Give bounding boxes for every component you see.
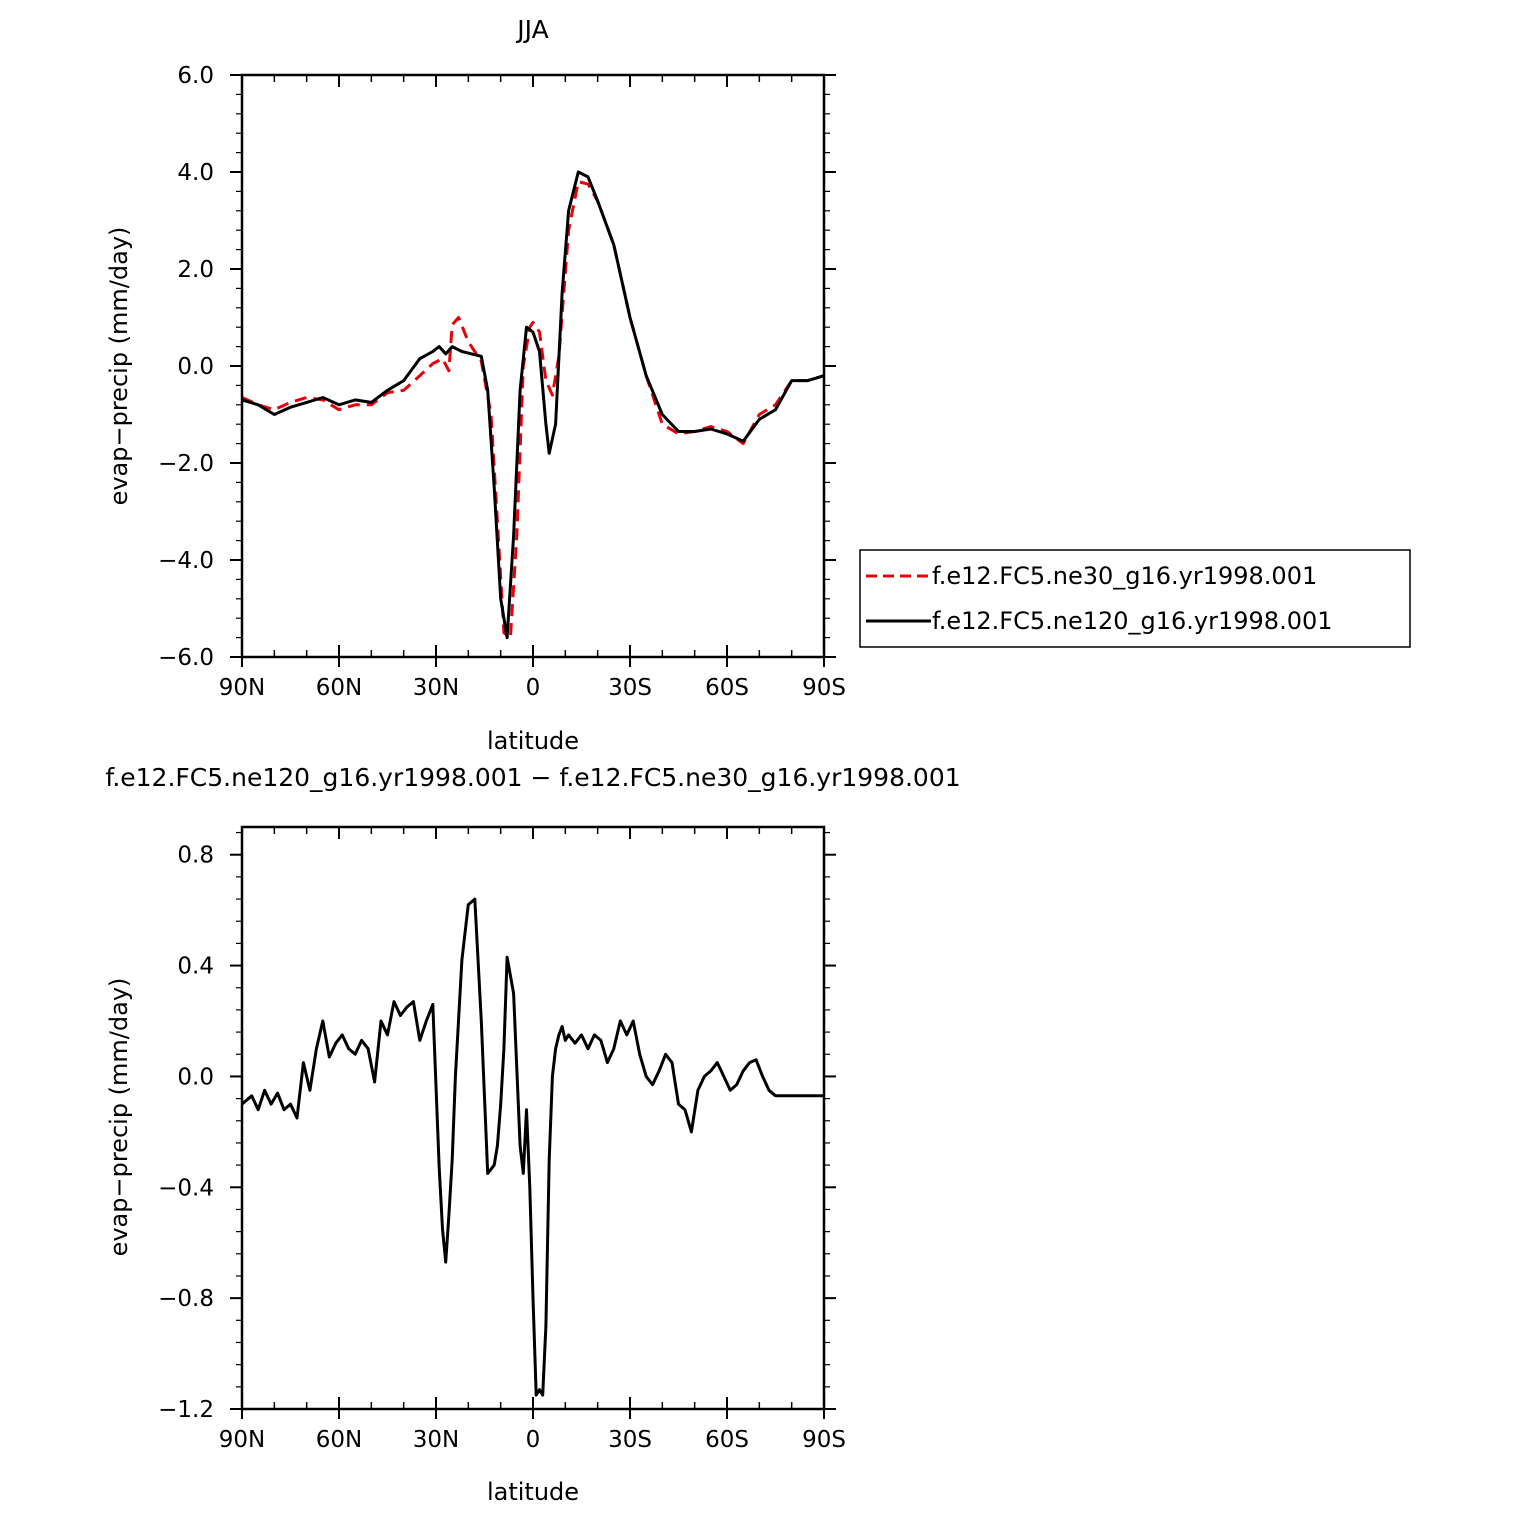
top-plot-frame xyxy=(240,73,826,659)
top-x-tick-label: 60S xyxy=(705,675,749,701)
top-x-tick-label: 90N xyxy=(219,675,265,701)
legend-label-ne30: f.e12.FC5.ne30_g16.yr1998.001 xyxy=(932,562,1317,590)
top-y-axis-label: evap−precip (mm/day) xyxy=(105,227,133,506)
bottom-series-line-0 xyxy=(241,897,824,1397)
top-chart-title: JJA xyxy=(515,15,548,44)
top-x-tick-label: 90S xyxy=(802,675,846,701)
bottom-chart-title: f.e12.FC5.ne120_g16.yr1998.001 − f.e12.F… xyxy=(105,763,960,792)
bottom-x-tick-label: 60N xyxy=(316,1427,362,1453)
bottom-panel: f.e12.FC5.ne120_g16.yr1998.001 − f.e12.F… xyxy=(105,763,961,1506)
top-series-line-0 xyxy=(241,180,825,640)
bottom-x-tick-label: 30S xyxy=(608,1427,652,1453)
bottom-y-tick-label: −1.2 xyxy=(158,1397,214,1423)
bottom-y-tick-label: −0.4 xyxy=(158,1175,214,1201)
bottom-y-tick-label: −0.8 xyxy=(158,1286,214,1312)
top-y-tick-label: 4.0 xyxy=(177,160,214,186)
top-x-tick-label: 30S xyxy=(608,675,652,701)
top-y-tick-label: 0.0 xyxy=(177,354,214,380)
top-ticks: 90N 60N 30N 0 30S 60S 90S 6.0 4.0 2.0 0.0 −2.0 −4.0 −… xyxy=(158,63,846,701)
top-x-tick-label: 30N xyxy=(413,675,459,701)
bottom-x-tick-label: 60S xyxy=(705,1427,749,1453)
top-y-tick-label: −4.0 xyxy=(158,548,214,574)
bottom-x-axis-label: latitude xyxy=(487,1478,579,1506)
top-x-tick-label: 0 xyxy=(526,675,541,701)
bottom-x-tick-label: 90S xyxy=(802,1427,846,1453)
bottom-x-tick-label: 0 xyxy=(526,1427,541,1453)
bottom-series-lines xyxy=(241,897,824,1397)
bottom-x-tick-label: 90N xyxy=(219,1427,265,1453)
top-y-tick-label: 2.0 xyxy=(177,257,214,283)
top-series-lines xyxy=(241,170,825,640)
legend-box xyxy=(859,549,1411,648)
legend: f.e12.FC5.ne30_g16.yr1998.001 f.e12.FC5.… xyxy=(859,549,1411,648)
bottom-y-tick-label: 0.8 xyxy=(177,843,214,869)
legend-label-ne120: f.e12.FC5.ne120_g16.yr1998.001 xyxy=(932,607,1333,635)
top-y-tick-label: −6.0 xyxy=(158,645,214,671)
bottom-y-axis-label: evap−precip (mm/day) xyxy=(105,978,133,1257)
top-series-line-1 xyxy=(241,170,825,640)
top-x-tick-label: 60N xyxy=(316,675,362,701)
bottom-y-tick-label: 0.0 xyxy=(177,1064,214,1090)
top-y-tick-label: 6.0 xyxy=(177,63,214,89)
top-y-tick-label: −2.0 xyxy=(158,451,214,477)
top-x-axis-label: latitude xyxy=(487,727,579,755)
bottom-y-tick-label: 0.4 xyxy=(177,954,214,980)
bottom-x-tick-label: 30N xyxy=(413,1427,459,1453)
bottom-plot-frame xyxy=(240,825,826,1411)
top-panel: JJA evap−precip (mm/day) latitude 90N 60N… xyxy=(105,15,846,755)
bottom-ticks: 90N 60N 30N 0 30S 60S 90S 0.8 0.4 0.0 −0.4 −0.8 −1.2 xyxy=(158,827,846,1453)
